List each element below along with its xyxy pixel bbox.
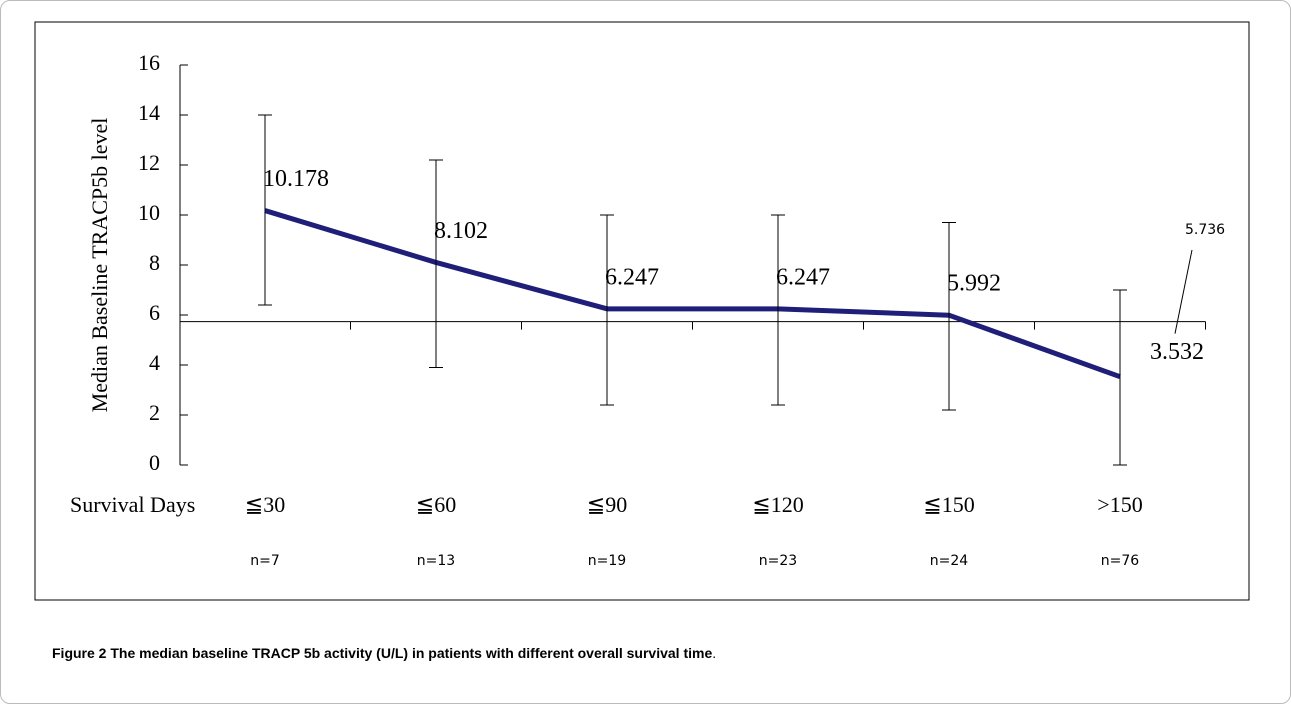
error-bar [1113, 289, 1127, 466]
crossing-label: 5.736 [1185, 222, 1225, 238]
data-label: 5.992 [947, 271, 1001, 297]
x-axis-label: Survival Days [70, 492, 195, 517]
y-tick-label: 12 [138, 150, 160, 175]
y-tick-label: 8 [149, 250, 160, 275]
x-tick-label: ≦150 [923, 492, 974, 517]
x-tick-label: ≦60 [416, 492, 456, 517]
chart-border [34, 21, 1250, 601]
x-tick-label: ≦120 [752, 492, 803, 517]
sample-size: n=23 [759, 553, 797, 569]
y-tick-label: 6 [149, 300, 160, 325]
y-tick-label: 2 [149, 400, 160, 425]
sample-size: n=24 [930, 553, 969, 569]
y-tick-label: 10 [138, 200, 160, 225]
data-label: 3.532 [1150, 339, 1204, 365]
crossing-leader [1174, 249, 1193, 334]
caption: Figure 2 The median baseline TRACP 5b ac… [52, 645, 716, 661]
line [264, 208, 1121, 380]
y-tick-label: 0 [149, 450, 160, 475]
caption-text: The median baseline TRACP 5b activity (U… [110, 645, 713, 661]
error-bar [429, 159, 443, 368]
data-label: 6.247 [776, 264, 830, 290]
x-tick-label: ≦90 [587, 492, 627, 517]
data-label: 6.247 [605, 264, 659, 290]
y-tick-label: 16 [138, 50, 160, 75]
error-bar [942, 222, 956, 411]
data-label: 10.178 [263, 166, 329, 192]
caption-label: Figure 2 [52, 645, 107, 661]
caption-end: . [712, 645, 717, 661]
error-bar [600, 214, 614, 406]
sample-size: n=76 [1101, 553, 1140, 569]
data-label: 8.102 [434, 218, 488, 244]
sample-size: n=19 [588, 553, 626, 569]
sample-size: n=13 [417, 553, 455, 569]
x-tick-label: ≦30 [245, 492, 285, 517]
error-bar [771, 214, 785, 406]
error-bar [258, 114, 272, 306]
sample-size: n=7 [250, 553, 280, 569]
y-tick-label: 4 [149, 350, 160, 375]
y-tick-label: 14 [138, 100, 160, 125]
y-axis-label: Median Baseline TRACP5b level [87, 118, 112, 413]
x-tick-label: >150 [1097, 492, 1142, 517]
